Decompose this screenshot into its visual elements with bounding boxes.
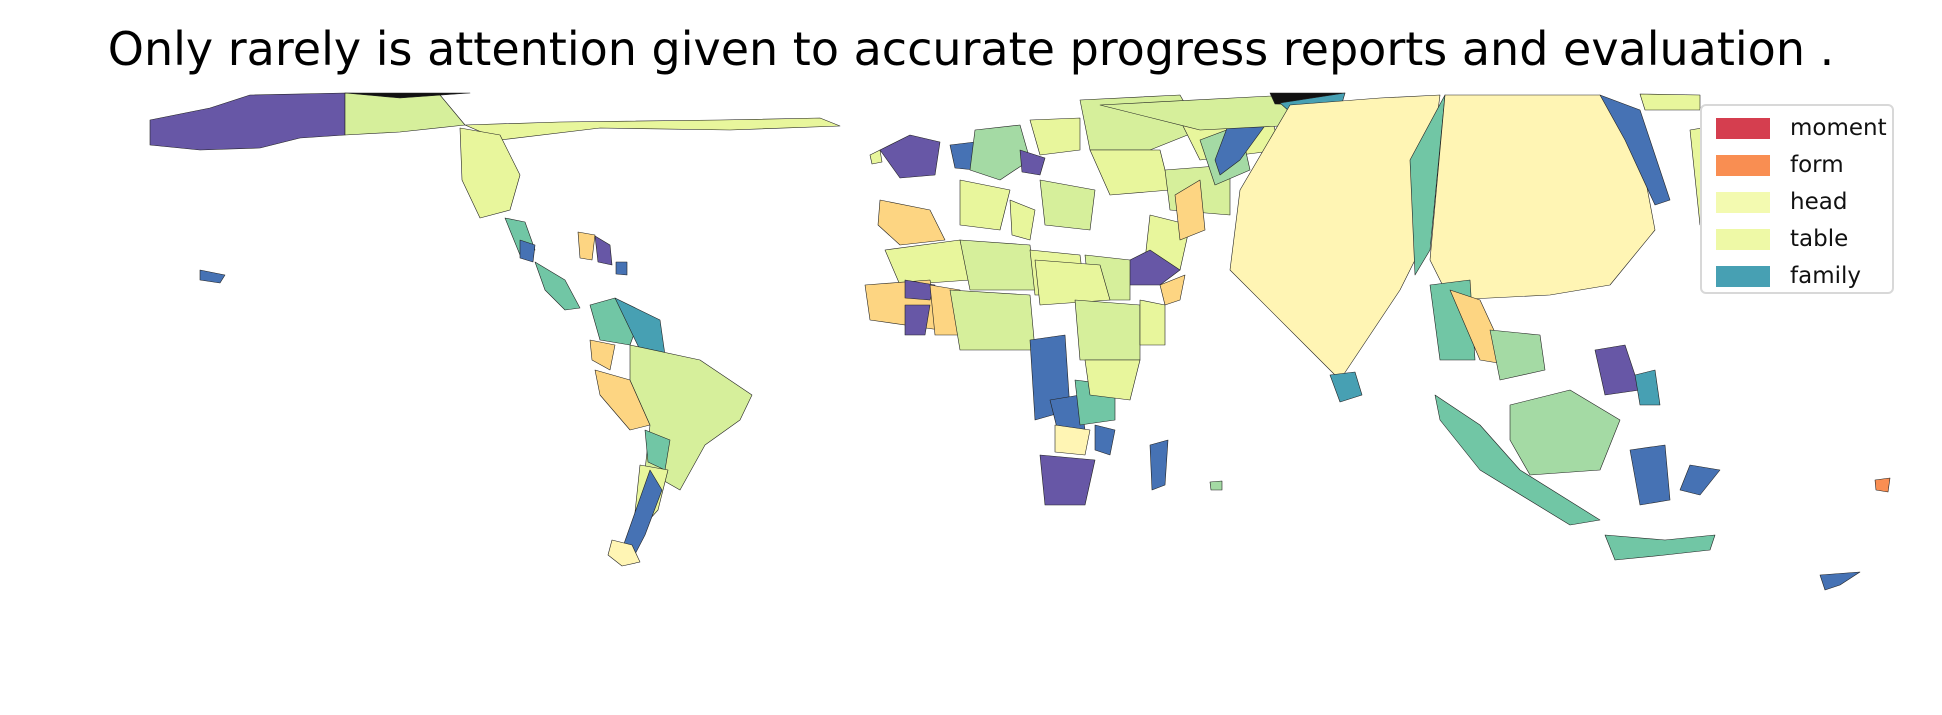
region-haiti [594,235,613,266]
legend-item-head: head [1710,186,1890,216]
region-mali [904,279,936,301]
region-cuba [577,231,596,261]
region-oman [1159,274,1186,306]
legend-swatch-head [1716,192,1770,213]
region-kenya [1084,359,1141,401]
region-zambia [1054,424,1091,456]
region-nigeria [949,289,1036,351]
legend-swatch-form [1716,155,1770,176]
region-ethiopia [1139,299,1166,346]
region-south-africa [1039,454,1096,506]
legend-swatch-table [1716,229,1770,250]
region-central-america [534,261,581,311]
region-mauritius [1209,480,1223,491]
region-algeria [959,239,1036,291]
region-poland [1019,149,1046,176]
region-france [877,199,946,246]
region-bangladesh [1409,94,1446,276]
region-italy [1009,199,1036,241]
region-guatemala [519,239,536,263]
legend: moment form head table family [1700,104,1894,294]
region-vietnam [1489,329,1546,381]
region-scandinavia [1029,117,1081,156]
region-fiji [1874,477,1891,493]
region-philippines [1594,344,1641,396]
region-australia [1604,534,1716,561]
region-usa-west [459,127,521,219]
region-malaysia [1434,394,1601,526]
region-peru [594,369,651,431]
region-canada-north [344,92,471,99]
region-balkans [1039,179,1096,231]
region-arctic-strip [464,117,841,141]
region-chad [1034,259,1111,306]
region-indonesia [1509,389,1621,476]
legend-label-table: table [1790,226,1849,252]
region-india [1229,94,1441,381]
region-germany [969,124,1031,181]
region-iran [1174,179,1206,241]
region-central-europe [959,179,1011,231]
region-iceland [869,149,883,165]
region-uk [879,134,941,179]
region-patagonia [607,539,641,567]
legend-label-form: form [1790,152,1844,178]
region-papua [1629,444,1671,506]
legend-swatch-moment [1716,118,1770,139]
region-new-zealand [1819,571,1861,591]
region-korea [1599,94,1671,206]
region-mozambique [1094,424,1116,456]
region-pacific-islands [1679,464,1721,496]
region-ecuador [589,339,616,371]
region-ukraine [1089,149,1171,196]
legend-item-family: family [1710,260,1890,290]
region-burkina [904,304,931,336]
region-hawaii [199,269,226,284]
legend-label-moment: moment [1790,115,1887,141]
legend-swatch-family [1716,266,1770,287]
region-sudan [1074,299,1141,361]
region-chile [619,469,663,561]
region-madagascar [1149,439,1169,491]
region-canada-west [344,92,466,136]
region-dominican [615,261,628,276]
region-alaska [149,92,346,151]
region-philippines-2 [1634,369,1661,406]
region-morocco [884,239,971,286]
legend-item-form: form [1710,149,1890,179]
region-sri-lanka [1329,371,1363,403]
legend-label-head: head [1790,189,1848,215]
legend-label-family: family [1790,263,1861,289]
map-title: Only rarely is attention given to accura… [107,22,1835,76]
legend-item-table: table [1710,223,1890,253]
region-east-russia [1639,93,1701,111]
legend-item-moment: moment [1710,112,1890,142]
